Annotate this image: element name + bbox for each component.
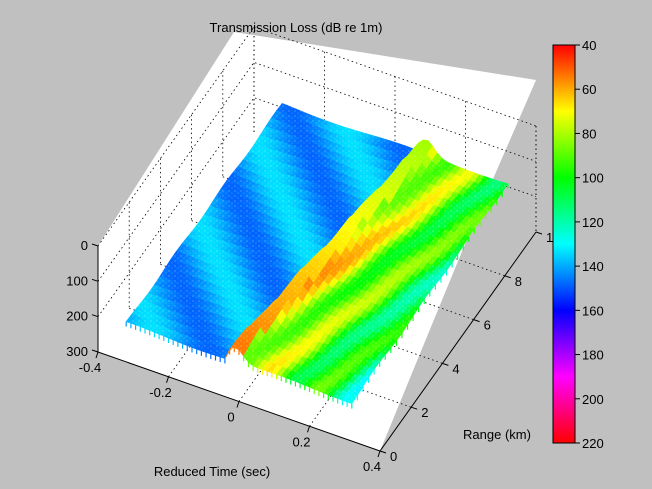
colorbar-tick-label: 40: [582, 38, 596, 53]
y-tick-label: 2: [421, 405, 428, 420]
x-tick-label: -0.2: [149, 385, 171, 400]
y-tick: [411, 406, 418, 410]
x-axis-label: Reduced Time (sec): [154, 464, 270, 479]
z-tick-label: 300: [66, 344, 88, 359]
x-tick-label: 0.2: [292, 434, 310, 449]
y-tick: [379, 450, 387, 454]
colorbar-tick-label: 200: [582, 392, 604, 407]
colorbar-tick-label: 140: [582, 259, 604, 274]
colorbar-tick-label: 80: [582, 126, 596, 141]
z-tick: [91, 349, 99, 353]
z-tick-label: 0: [81, 238, 88, 253]
z-tick: [91, 314, 99, 318]
y-tick-label: 8: [515, 274, 522, 289]
transmission-loss-surface: [125, 102, 509, 409]
x-tick-label: -0.4: [79, 360, 101, 375]
axes-back-face: [98, 32, 234, 352]
y-axis-label: Range (km): [463, 427, 531, 442]
y-tick: [504, 275, 511, 279]
colorbar-tick-label: 160: [582, 303, 604, 318]
x-tick-label: 0.4: [363, 459, 381, 474]
colorbar-ticks: 40 60 80 100 120 140 160 180 200 220: [575, 38, 604, 451]
y-tick-label: 4: [452, 361, 459, 376]
y-tick: [535, 231, 543, 235]
colorbar-tick-label: 220: [582, 436, 604, 451]
z-tick: [91, 278, 99, 282]
surface-texture: [126, 104, 508, 403]
x-tick: [307, 426, 310, 433]
colorbar-tick-label: 120: [582, 215, 604, 230]
y-tick: [442, 362, 449, 366]
colorbar-tick-label: 100: [582, 171, 604, 186]
grid-line: [97, 61, 537, 282]
chart-title: Transmission Loss (dB re 1m): [210, 20, 383, 35]
y-tick-label: 6: [484, 318, 491, 333]
colorbar-tick-label: 180: [582, 348, 604, 363]
y-tick-label: 0: [390, 449, 397, 464]
colorbar-tick-label: 60: [582, 82, 596, 97]
x-tick: [377, 450, 381, 458]
y-tick: [473, 319, 480, 323]
x-tick: [95, 351, 99, 359]
colorbar: [552, 44, 576, 444]
x-tick: [166, 376, 169, 383]
z-tick-label: 100: [66, 273, 88, 288]
grid-line: [253, 26, 537, 127]
z-tick: [91, 243, 99, 247]
z-tick-label: 200: [66, 309, 88, 324]
x-tick: [236, 401, 240, 408]
x-tick-label: 0: [227, 410, 234, 425]
